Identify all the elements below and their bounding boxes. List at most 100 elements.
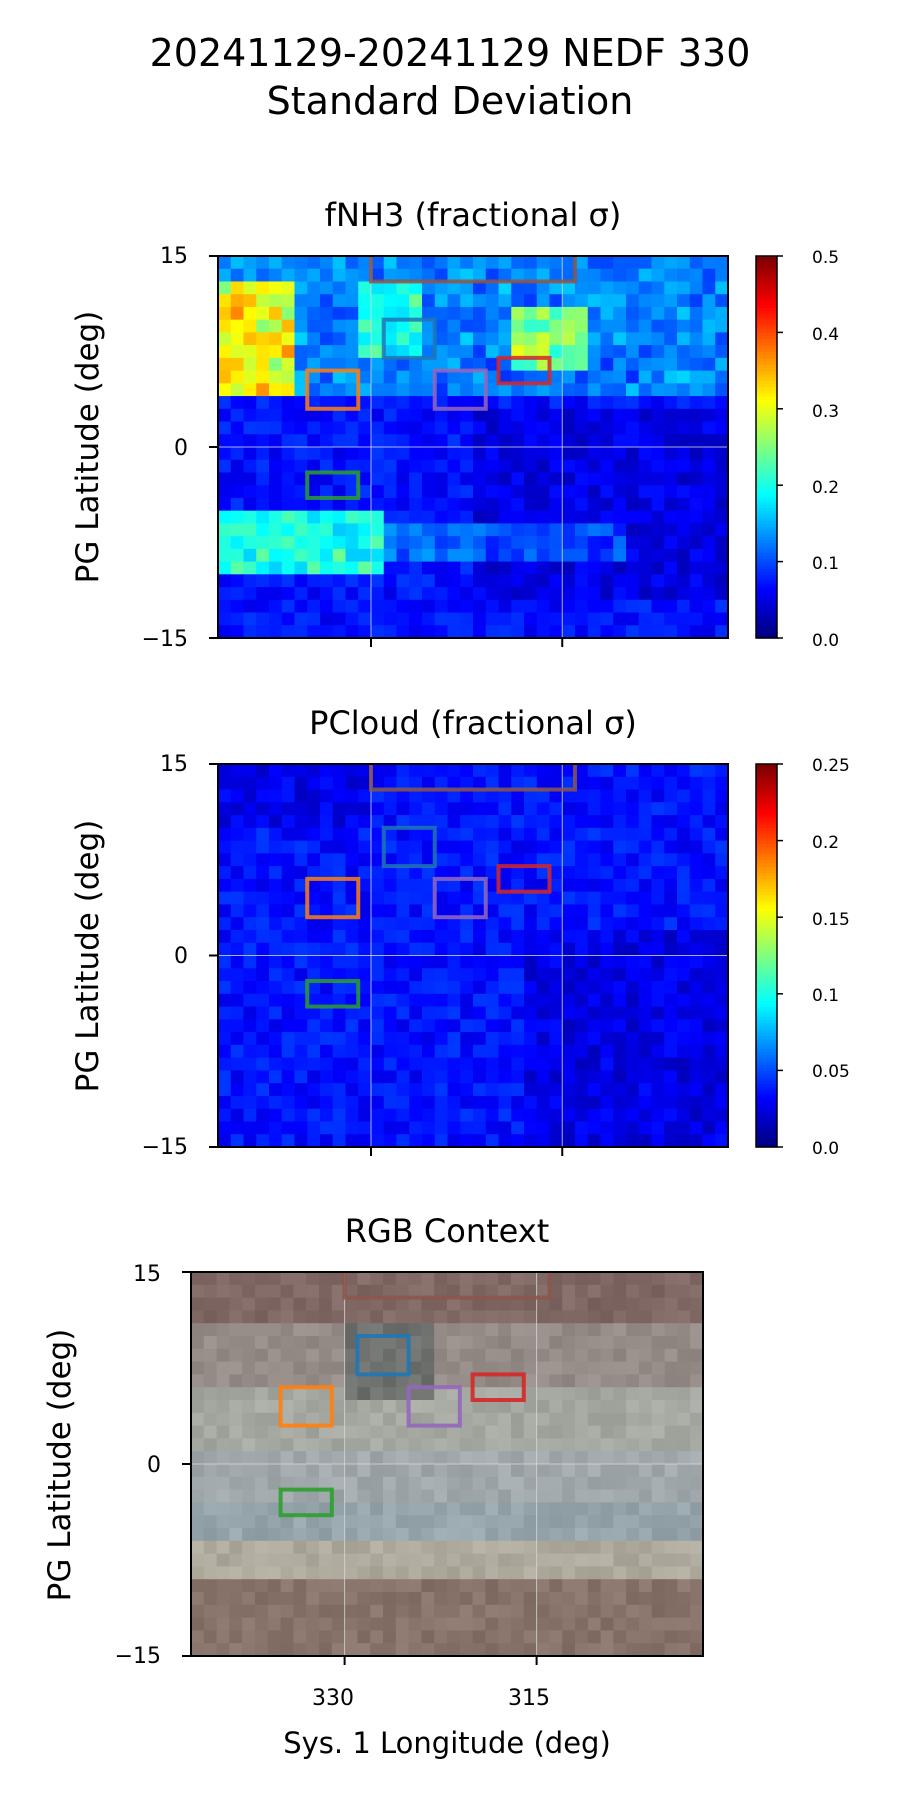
heatmap-cell	[255, 1592, 269, 1606]
heatmap-cell	[191, 1528, 205, 1542]
heatmap-cell	[575, 1134, 589, 1148]
heatmap-cell	[600, 497, 614, 512]
heatmap-cell	[702, 968, 716, 982]
heatmap-cell	[307, 536, 321, 550]
heatmap-cell	[587, 1438, 602, 1452]
heatmap-cell	[218, 396, 232, 410]
heatmap-cell	[229, 1476, 243, 1491]
heatmap-cell	[498, 981, 512, 995]
heatmap-cell	[332, 574, 347, 588]
heatmap-cell	[371, 370, 385, 384]
heatmap-cell	[422, 1108, 436, 1123]
colorbar-segment	[756, 501, 777, 505]
heatmap-cell	[306, 1336, 320, 1350]
heatmap-cell	[218, 853, 232, 867]
heatmap-cell	[562, 891, 576, 906]
heatmap-cell	[357, 1566, 371, 1580]
heatmap-cell	[587, 1630, 602, 1644]
heatmap-cell	[218, 1070, 232, 1084]
heatmap-cell	[409, 878, 423, 893]
heatmap-cell	[524, 955, 538, 969]
heatmap-cell	[523, 1579, 538, 1593]
heatmap-cell	[345, 256, 359, 270]
heatmap-cell	[473, 421, 487, 435]
heatmap-cell	[511, 587, 525, 601]
fnh3-cbar-tick-0: 0.0	[812, 631, 840, 651]
heatmap-cell	[639, 1310, 653, 1324]
heatmap-cell	[294, 383, 308, 397]
colorbar-segment	[756, 326, 777, 330]
heatmap-cell	[600, 408, 614, 423]
heatmap-cell	[422, 357, 436, 372]
heatmap-cell	[498, 968, 512, 982]
heatmap-cell	[395, 1604, 410, 1619]
heatmap-cell	[651, 866, 665, 880]
heatmap-cell	[269, 548, 283, 563]
heatmap-cell	[371, 968, 385, 982]
heatmap-cell	[320, 904, 334, 918]
heatmap-cell	[320, 497, 334, 512]
heatmap-cell	[256, 306, 270, 321]
colorbar-segment	[756, 1134, 777, 1139]
heatmap-cell	[396, 447, 410, 461]
heatmap-cell	[447, 1464, 461, 1478]
heatmap-cell	[319, 1336, 333, 1350]
heatmap-cell	[243, 1108, 257, 1123]
heatmap-cell	[396, 599, 410, 614]
heatmap-cell	[664, 1134, 678, 1148]
colorbar-segment	[756, 1022, 777, 1027]
heatmap-cell	[243, 306, 257, 321]
heatmap-cell	[689, 866, 704, 880]
heatmap-cell	[472, 1464, 486, 1478]
heatmap-cell	[524, 878, 538, 893]
heatmap-cell	[626, 332, 640, 346]
heatmap-cell	[332, 1006, 347, 1020]
heatmap-cell	[575, 1412, 589, 1427]
heatmap-cell	[434, 1083, 449, 1097]
colorbar-segment	[756, 1051, 777, 1056]
heatmap-cell	[243, 993, 257, 1008]
heatmap-cell	[677, 1323, 691, 1337]
heatmap-cell	[690, 1361, 704, 1375]
heatmap-cell	[587, 827, 602, 842]
heatmap-cell	[677, 268, 691, 283]
heatmap-cell	[230, 396, 245, 410]
heatmap-cell	[613, 1604, 627, 1619]
heatmap-cell	[677, 1057, 691, 1071]
heatmap-cell	[203, 1502, 218, 1516]
heatmap-cell	[408, 1553, 422, 1567]
colorbar-segment	[756, 907, 777, 912]
heatmap-cell	[600, 917, 614, 931]
heatmap-cell	[307, 929, 321, 944]
heatmap-cell	[191, 1540, 205, 1555]
heatmap-cell	[408, 1515, 422, 1529]
heatmap-cell	[498, 319, 512, 333]
heatmap-cell	[332, 459, 347, 474]
heatmap-cell	[230, 764, 245, 778]
heatmap-cell	[485, 434, 500, 448]
heatmap-cell	[320, 612, 334, 626]
heatmap-cell	[575, 1630, 589, 1644]
heatmap-cell	[434, 1425, 448, 1439]
heatmap-cell	[371, 764, 385, 778]
heatmap-cell	[256, 370, 270, 384]
pcloud-ytick-15: 15	[160, 752, 188, 777]
heatmap-cell	[575, 1310, 589, 1324]
heatmap-cell	[473, 599, 487, 614]
heatmap-cell	[524, 776, 538, 791]
heatmap-cell	[638, 1032, 653, 1046]
heatmap-cell	[281, 485, 296, 499]
heatmap-cell	[332, 408, 347, 423]
heatmap-cell	[307, 853, 321, 867]
heatmap-cell	[638, 827, 653, 842]
heatmap-cell	[281, 1083, 296, 1097]
heatmap-cell	[434, 599, 449, 614]
heatmap-cell	[345, 434, 359, 448]
colorbar-segment	[756, 1009, 777, 1014]
heatmap-cell	[269, 319, 283, 333]
heatmap-cell	[626, 523, 640, 537]
heatmap-cell	[677, 294, 691, 308]
heatmap-cell	[587, 332, 602, 346]
heatmap-cell	[447, 955, 461, 969]
heatmap-cell	[651, 268, 665, 283]
